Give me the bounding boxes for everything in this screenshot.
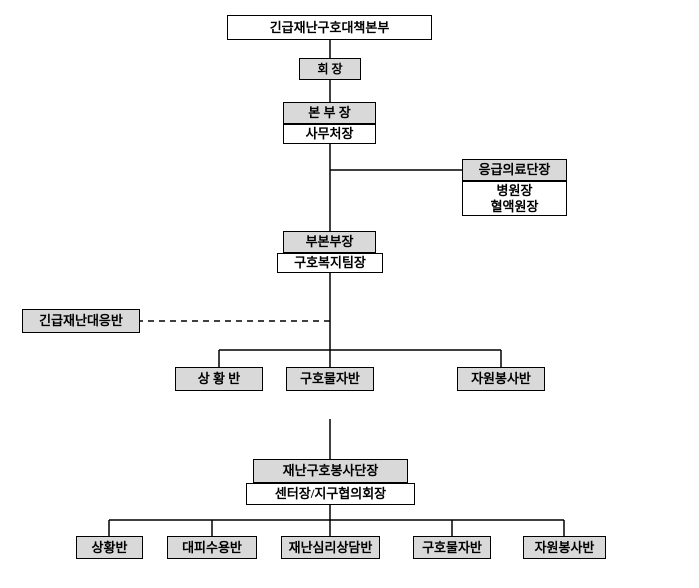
node-med_sub: 병원장 혈액원장	[462, 181, 567, 216]
node-b_sit: 상황반	[76, 536, 143, 559]
node-director2: 사무처장	[283, 124, 376, 144]
node-supply_team: 구호물자반	[286, 367, 374, 391]
node-corps_sub: 센터장/지구협의회장	[246, 483, 415, 505]
node-deputy2: 구호복지팀장	[277, 253, 383, 273]
node-director1: 본 부 장	[283, 102, 376, 124]
node-b_supply: 구호물자반	[413, 536, 491, 559]
node-b_psy: 재난심리상담반	[281, 536, 380, 559]
node-sit_team: 상 황 반	[175, 367, 263, 391]
org-chart: 긴급재난구호대책본부회 장본 부 장사무처장응급의료단장병원장 혈액원장부본부장…	[0, 0, 699, 588]
node-med_head: 응급의료단장	[462, 159, 567, 181]
node-emerg_team: 긴급재난대응반	[22, 309, 140, 333]
node-b_vol: 자원봉사반	[523, 536, 606, 559]
node-vol_team: 자원봉사반	[457, 367, 545, 391]
node-deputy1: 부본부장	[283, 231, 376, 253]
node-hq: 긴급재난구호대책본부	[227, 15, 432, 40]
node-corps_head: 재난구호봉사단장	[253, 459, 408, 483]
node-b_evac: 대피수용반	[167, 536, 257, 559]
node-chairman: 회 장	[299, 58, 361, 80]
